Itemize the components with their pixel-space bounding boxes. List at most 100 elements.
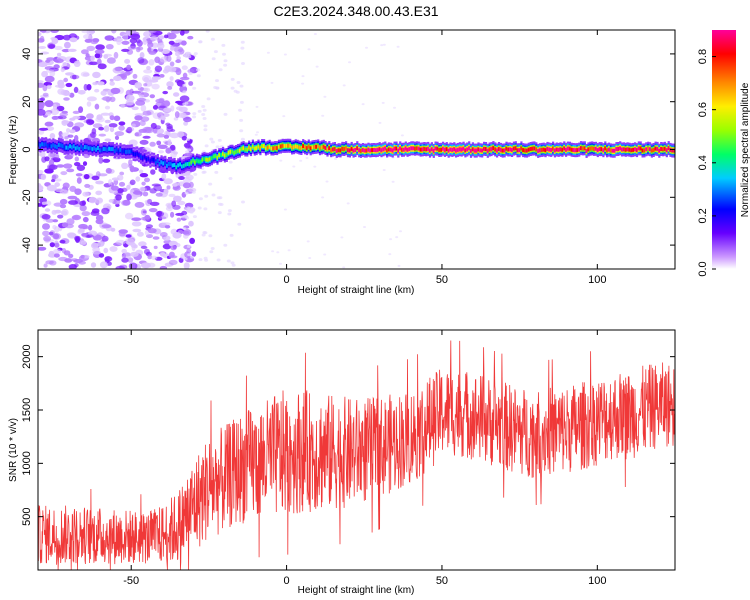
noise-speckle [188, 72, 193, 76]
noise-speckle [67, 134, 74, 138]
ridge-cell [166, 163, 169, 168]
noise-speckle [86, 234, 94, 238]
noise-speckle [67, 48, 77, 53]
noise-speckle [178, 176, 185, 180]
y-tick-label: 1000 [21, 451, 33, 475]
noise-speckle [313, 33, 317, 35]
ridge-cell [565, 147, 568, 152]
noise-speckle [393, 106, 396, 109]
ridge-cell [568, 146, 571, 151]
noise-speckle [109, 81, 115, 86]
ridge-cell [147, 156, 150, 161]
colorbar-tick-label: 0.2 [697, 208, 709, 223]
noise-speckle [210, 140, 215, 144]
ridge-cell [223, 153, 226, 158]
ridge-cell [328, 146, 331, 151]
ridge-cell [671, 148, 674, 153]
ridge-cell [402, 147, 405, 152]
noise-speckle [61, 248, 67, 254]
noise-speckle [127, 257, 134, 263]
noise-speckle [192, 215, 197, 219]
noise-speckle [38, 246, 47, 251]
noise-speckle [144, 214, 151, 220]
ridge-cell [628, 147, 631, 152]
noise-speckle [129, 179, 136, 186]
ridge-cell [106, 147, 109, 152]
noise-speckle [38, 102, 46, 108]
ridge-cell [660, 147, 663, 151]
ridge-cell [317, 144, 320, 149]
ridge-cell [195, 158, 199, 163]
noise-speckle [128, 262, 138, 269]
noise-speckle [203, 124, 208, 128]
noise-speckle [52, 225, 57, 230]
ridge-cell [574, 148, 577, 153]
noise-speckle [83, 174, 90, 180]
noise-speckle [136, 97, 147, 102]
ridge-cell [201, 157, 204, 162]
colorbar: 0.0 0.2 0.4 0.6 0.8 Normalized spectral ampl… [697, 30, 750, 277]
noise-speckle [175, 51, 181, 57]
noise-speckle [334, 157, 338, 160]
ridge-cell [384, 146, 387, 151]
noise-speckle [118, 181, 126, 187]
ridge-cell [634, 147, 637, 152]
noise-speckle [134, 82, 142, 89]
noise-speckle [94, 49, 105, 54]
noise-speckle [201, 233, 206, 237]
noise-speckle [166, 81, 174, 88]
noise-speckle [389, 238, 393, 241]
ridge-cell [395, 146, 398, 151]
noise-speckle [216, 258, 221, 262]
noise-speckle [60, 67, 65, 73]
noise-speckle [104, 105, 111, 110]
noise-speckle [140, 208, 147, 216]
noise-speckle [164, 34, 169, 39]
noise-speckle [83, 83, 88, 91]
noise-speckle [98, 173, 108, 177]
noise-speckle [187, 35, 194, 40]
noise-speckle [158, 150, 164, 154]
noise-speckle [175, 100, 183, 104]
noise-speckle [41, 214, 51, 220]
colorbar-tick-label: 0.8 [697, 49, 709, 64]
noise-speckle [41, 30, 47, 34]
noise-speckle [44, 100, 54, 108]
ridge-cell [563, 146, 566, 151]
ridge-cell [617, 147, 620, 151]
ridge-cell [132, 151, 135, 156]
y-tick-label: -20 [21, 189, 33, 205]
noise-speckle [126, 193, 132, 201]
colorbar-tick-label: 0.0 [697, 261, 709, 276]
ridge-cell [268, 144, 271, 149]
x-tick-label: 50 [436, 575, 448, 587]
noise-speckle [44, 208, 51, 212]
noise-speckle [137, 231, 144, 237]
noise-speckle [60, 171, 68, 176]
noise-speckle [109, 246, 118, 252]
noise-speckle [125, 234, 132, 238]
noise-speckle [159, 74, 165, 78]
ridge-cell [71, 145, 74, 150]
noise-speckle [208, 182, 213, 186]
noise-speckle [400, 134, 404, 137]
noise-speckle [52, 233, 61, 240]
noise-speckle [391, 180, 395, 183]
noise-speckle [308, 257, 312, 259]
ridge-cell [231, 149, 234, 154]
ridge-cell [162, 161, 165, 166]
noise-speckle [88, 196, 97, 204]
ridge-cell [542, 147, 545, 152]
ridge-cell [466, 147, 469, 152]
ridge-cell [417, 146, 420, 151]
noise-speckle [173, 151, 178, 155]
noise-speckle [41, 70, 48, 78]
ridge-cell [404, 146, 407, 151]
ridge-cell [279, 144, 282, 149]
ridge-cell [455, 148, 458, 153]
noise-speckle [119, 171, 125, 176]
x-tick-label: -50 [123, 274, 139, 286]
noise-speckle [125, 212, 134, 220]
ridge-cell [479, 148, 482, 153]
noise-speckle [79, 204, 87, 212]
